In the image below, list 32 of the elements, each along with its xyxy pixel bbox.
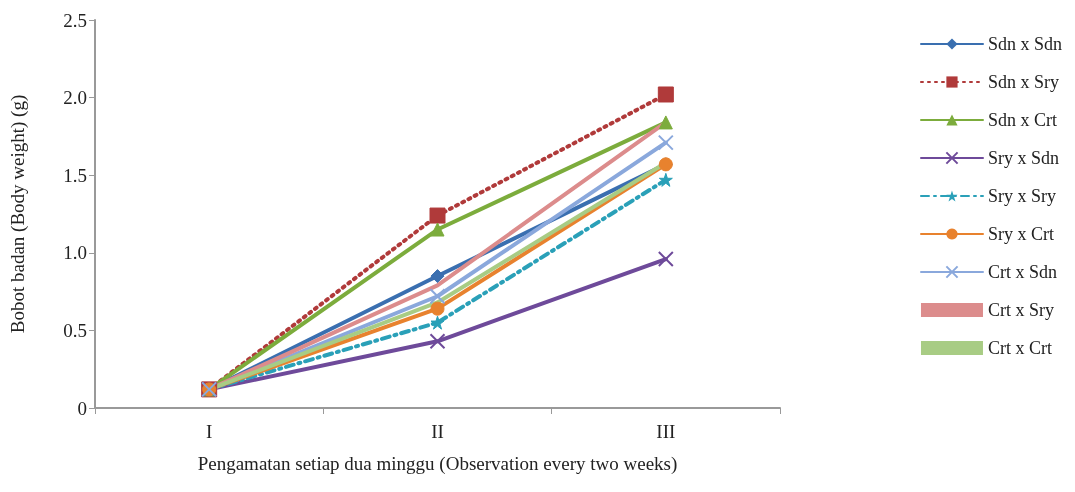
legend-label: Sry x Sdn	[987, 148, 1059, 168]
legend-label: Sdn x Crt	[987, 110, 1057, 130]
point	[430, 222, 445, 237]
legend-label: Sry x Crt	[987, 224, 1054, 244]
point	[430, 269, 445, 284]
y-tick-label: 2.0	[63, 87, 87, 109]
point	[657, 251, 674, 268]
point	[658, 115, 673, 130]
legend-label: Crt x Sdn	[987, 262, 1057, 282]
y-tick-label: 0	[77, 397, 87, 419]
point	[430, 301, 445, 316]
legend-label: Sdn x Sdn	[987, 34, 1063, 54]
x-tick-label: III	[656, 421, 676, 442]
point	[430, 315, 445, 330]
legend-label: Sdn x Sry	[987, 72, 1059, 92]
y-tick-label: 1.0	[63, 242, 87, 264]
point	[429, 333, 446, 350]
y-tick-label: 2.5	[63, 9, 87, 31]
y-axis-title: Bobot badan (Body weight) (g)	[7, 94, 29, 334]
point	[657, 86, 674, 103]
legend-label: Crt x Crt	[987, 338, 1052, 358]
point	[429, 288, 446, 305]
point	[429, 207, 446, 224]
x-axis-title: Pengamatan setiap dua minggu (Observation every two weeks)	[197, 453, 678, 475]
point	[658, 172, 673, 187]
legend-label: Sry x Sry	[987, 186, 1056, 206]
point	[657, 134, 674, 151]
legend-label: Crt x Sry	[987, 300, 1054, 320]
x-tick-label: I	[206, 421, 213, 442]
x-tick-label: II	[431, 421, 444, 442]
y-tick-label: 0.5	[63, 319, 87, 341]
y-tick-label: 1.5	[63, 164, 87, 186]
